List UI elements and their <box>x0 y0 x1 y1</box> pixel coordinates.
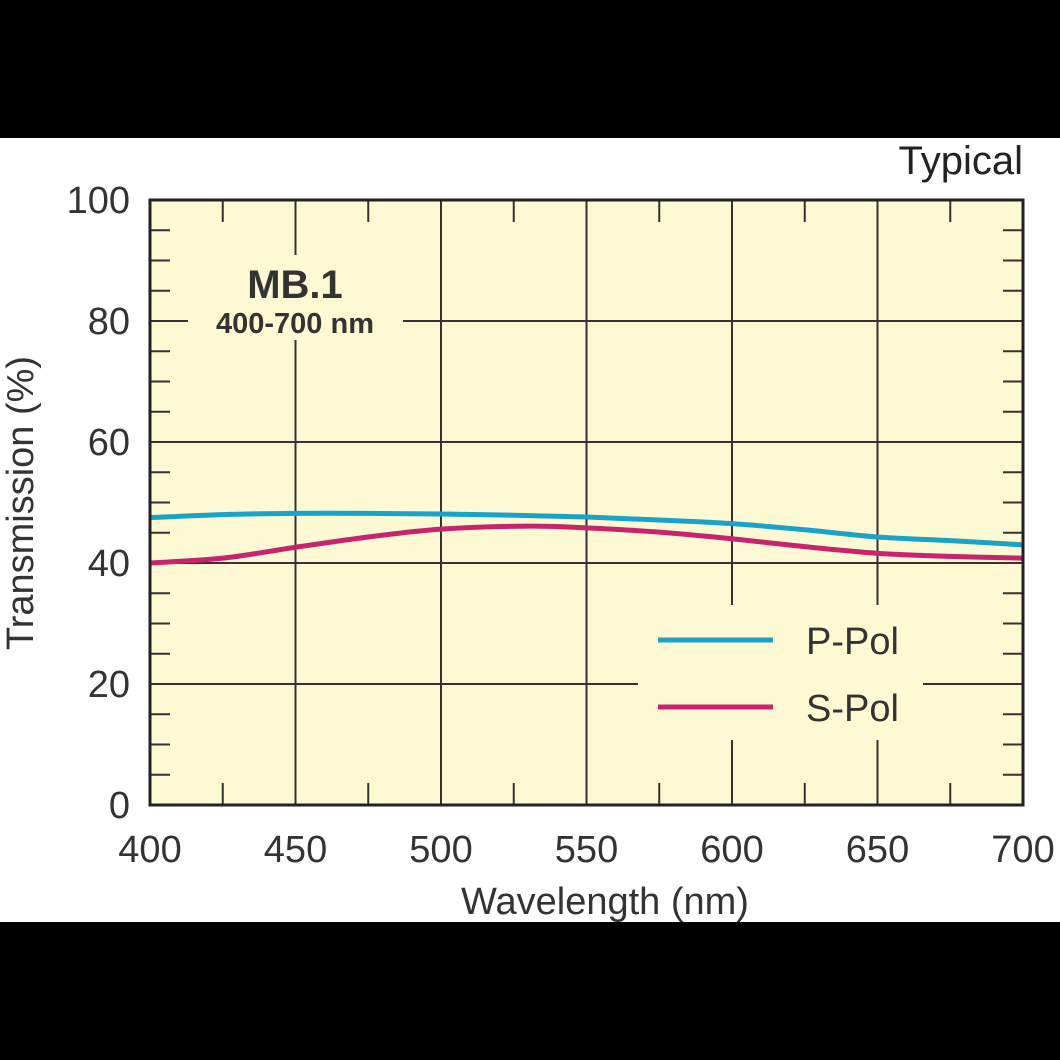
x-tick-label: 400 <box>118 829 181 871</box>
legend: P-Pol S-Pol <box>638 605 923 740</box>
corner-label: Typical <box>899 139 1024 183</box>
x-tick-label: 700 <box>991 829 1054 871</box>
series-line-p-pol <box>149 510 1024 548</box>
annotation-subtitle: 400-700 nm <box>216 308 374 340</box>
y-tick-label: 60 <box>88 422 130 464</box>
y-tick-label: 20 <box>88 664 130 706</box>
x-tick-label: 600 <box>700 829 763 871</box>
y-tick-label: 0 <box>109 785 130 827</box>
x-tick-label: 650 <box>846 829 909 871</box>
annotation-backdrop <box>188 255 403 340</box>
legend-label: P-Pol <box>806 621 899 663</box>
legend-label: S-Pol <box>806 688 899 730</box>
y-tick-label: 80 <box>88 301 130 343</box>
series-line-s-pol <box>149 523 1024 566</box>
legend-backdrop <box>638 605 923 740</box>
x-axis-label: Wavelength (nm) <box>461 881 749 923</box>
plot-frame <box>148 198 1025 807</box>
x-tick-label: 450 <box>264 829 327 871</box>
y-tick-label: 100 <box>67 180 130 222</box>
y-axis-label: Transmission (%) <box>0 356 42 650</box>
x-tick-label: 500 <box>409 829 472 871</box>
y-tick-label: 40 <box>88 543 130 585</box>
annotation-title: MB.1 <box>247 263 343 307</box>
x-tick-label: 550 <box>555 829 618 871</box>
